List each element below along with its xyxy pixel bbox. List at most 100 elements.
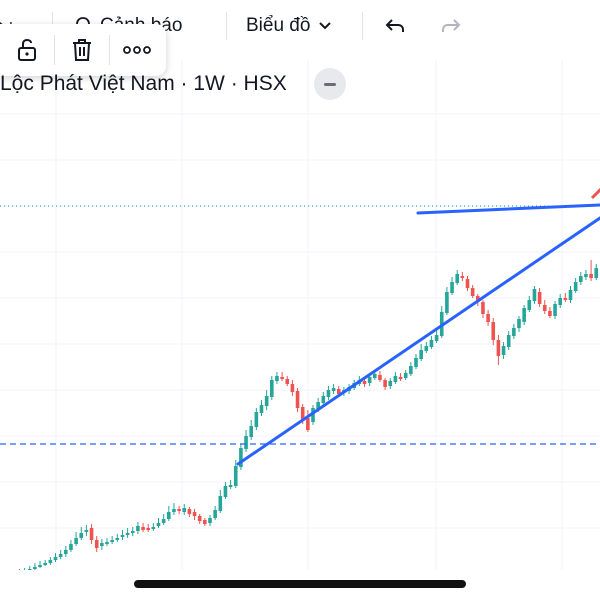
candle-body bbox=[398, 377, 403, 379]
candle-body bbox=[501, 346, 506, 355]
candle-body bbox=[74, 538, 78, 544]
redo-button[interactable] bbox=[436, 8, 466, 44]
candle-body bbox=[208, 518, 212, 523]
delete-button[interactable] bbox=[55, 24, 109, 76]
candle-body bbox=[445, 292, 449, 313]
candle-body bbox=[254, 412, 259, 427]
drawing-toolbar bbox=[0, 24, 166, 76]
candle-body bbox=[64, 550, 68, 554]
candle-body bbox=[434, 335, 439, 341]
minus-icon bbox=[324, 82, 336, 86]
trendline bbox=[416, 203, 600, 215]
candle-body bbox=[115, 538, 120, 540]
candle-body bbox=[136, 526, 140, 531]
candle-body bbox=[465, 279, 470, 288]
candle-body bbox=[388, 381, 393, 386]
candle-body bbox=[378, 375, 382, 380]
undo-button[interactable] bbox=[380, 8, 410, 44]
candle-body bbox=[589, 274, 593, 278]
candle-body bbox=[367, 377, 372, 383]
candle-body bbox=[259, 405, 264, 413]
candle-body bbox=[177, 509, 181, 511]
unlock-icon bbox=[18, 38, 36, 61]
toolbar-separator bbox=[362, 12, 363, 40]
candle-body bbox=[506, 335, 511, 347]
candle-body bbox=[290, 384, 295, 392]
candle-body bbox=[306, 418, 310, 430]
candle-body bbox=[53, 557, 58, 560]
chart-type-button[interactable]: Biểu đồ bbox=[246, 8, 332, 44]
candle-body bbox=[38, 565, 42, 567]
candle-body bbox=[223, 486, 228, 497]
candle-body bbox=[172, 509, 176, 512]
candle-body bbox=[594, 268, 599, 278]
candle-body bbox=[249, 426, 253, 437]
candle-body bbox=[476, 296, 480, 302]
candle-body bbox=[218, 496, 223, 511]
candle-body bbox=[311, 408, 315, 422]
candle-body bbox=[537, 292, 542, 304]
candle-body bbox=[393, 376, 398, 382]
candle-body bbox=[542, 305, 547, 311]
candle-body bbox=[573, 282, 578, 291]
candle-body bbox=[429, 340, 434, 347]
candle-body bbox=[58, 554, 63, 557]
trendline bbox=[236, 216, 600, 466]
candle-body bbox=[48, 560, 53, 563]
candle-body bbox=[182, 508, 187, 512]
candle-body bbox=[100, 543, 104, 546]
candle-body bbox=[331, 388, 336, 391]
redo-icon bbox=[442, 19, 461, 32]
candles bbox=[18, 260, 599, 570]
candle-body bbox=[300, 407, 305, 420]
candle-body bbox=[192, 512, 197, 516]
arrow-mark bbox=[590, 187, 600, 200]
candle-body bbox=[373, 374, 377, 378]
candle-body bbox=[43, 563, 47, 565]
candle-body bbox=[264, 396, 269, 406]
more-icon bbox=[123, 46, 151, 54]
candle-body bbox=[553, 304, 557, 316]
candle-body bbox=[130, 531, 135, 533]
candle-body bbox=[568, 290, 573, 300]
candle-body bbox=[151, 527, 156, 529]
candle-body bbox=[161, 519, 166, 523]
candle-body bbox=[326, 390, 331, 397]
candle-body bbox=[105, 542, 109, 544]
candle-body bbox=[548, 311, 552, 316]
candle-body bbox=[146, 528, 150, 530]
chart-lines bbox=[0, 187, 600, 466]
trash-icon bbox=[73, 39, 91, 61]
candle-body bbox=[419, 350, 423, 359]
candle-body bbox=[94, 540, 99, 548]
candle-body bbox=[496, 340, 501, 356]
more-button[interactable] bbox=[110, 24, 164, 76]
candle-body bbox=[270, 380, 274, 397]
candle-body bbox=[197, 516, 202, 521]
candle-body bbox=[517, 319, 521, 328]
candle-body bbox=[409, 366, 413, 374]
price-chart[interactable] bbox=[0, 60, 600, 570]
candle-body bbox=[239, 448, 243, 467]
drawing-toolbar-separator bbox=[109, 35, 110, 65]
candle-body bbox=[84, 530, 89, 532]
candle-body bbox=[486, 314, 490, 322]
chart-type-label: Biểu đồ bbox=[246, 15, 311, 36]
candle-body bbox=[203, 520, 207, 524]
lock-button[interactable] bbox=[0, 24, 54, 76]
candle-body bbox=[89, 528, 94, 540]
drawing-toolbar-separator bbox=[54, 35, 55, 65]
legend-collapse-button[interactable] bbox=[314, 68, 346, 100]
candle-body bbox=[125, 533, 130, 535]
candle-body bbox=[383, 380, 387, 387]
candle-body bbox=[414, 358, 418, 367]
candle-body bbox=[491, 322, 496, 340]
chart-grid bbox=[0, 60, 600, 570]
candle-body bbox=[33, 567, 37, 569]
chevron-down-icon bbox=[319, 22, 332, 30]
candle-body bbox=[27, 569, 32, 570]
candle-body bbox=[141, 527, 145, 530]
candle-body bbox=[424, 346, 429, 351]
candle-body bbox=[69, 544, 73, 550]
candle-body bbox=[275, 376, 279, 381]
